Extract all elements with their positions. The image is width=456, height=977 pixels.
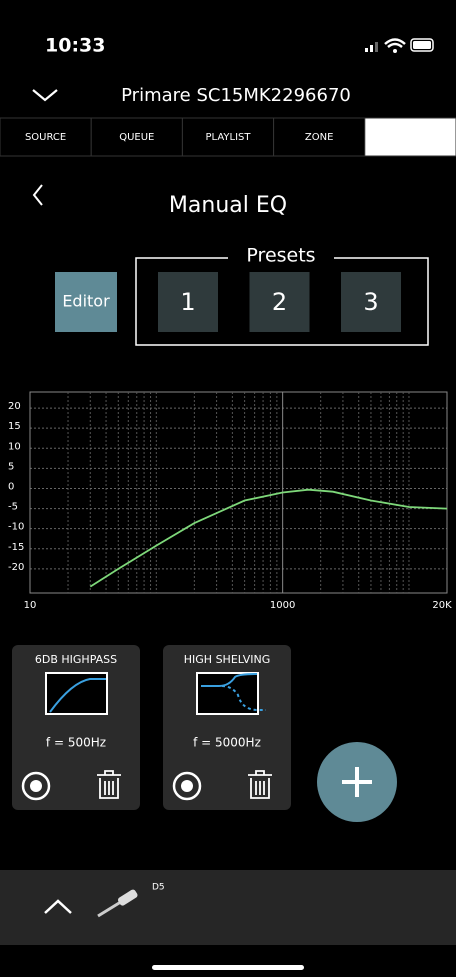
y-tick-label: 0	[8, 481, 14, 492]
y-tick-label: 20	[8, 401, 21, 412]
plot-area	[29, 391, 448, 594]
filter-cards: 6DB HIGHPASS f = 500Hz HIGH SHELVING f = 50…	[12, 645, 291, 810]
filter-frequency: f = 500Hz	[46, 736, 106, 750]
device-icon	[97, 889, 138, 918]
x-tick-label: 20K	[432, 600, 452, 611]
y-tick-label: -15	[8, 542, 24, 553]
y-tick-label: 5	[8, 461, 14, 472]
editor-button[interactable]	[55, 272, 117, 332]
tab-label: ZONE	[305, 132, 334, 143]
collapse-button[interactable]	[32, 89, 58, 102]
tab-label: PLAYLIST	[206, 132, 252, 143]
tab[interactable]	[181, 117, 275, 157]
editor-label: Editor	[62, 292, 110, 311]
filter-name: HIGH SHELVING	[184, 653, 270, 666]
y-tick-label: 15	[8, 421, 21, 432]
expand-button[interactable]	[44, 899, 72, 914]
tab[interactable]	[273, 117, 366, 157]
filter-shape-dashed	[221, 685, 266, 711]
enable-toggle[interactable]	[21, 771, 51, 801]
device-name: Primare SC15MK2296670	[121, 85, 351, 106]
presets-frame	[135, 257, 429, 346]
plus-icon	[342, 767, 372, 797]
page-title: Manual EQ	[169, 193, 287, 218]
y-tick-label: -10	[8, 522, 24, 533]
preset-number: 1	[180, 288, 195, 316]
tab-label: SOURCE	[25, 132, 66, 143]
tab-label: SETTINGS	[386, 132, 435, 143]
eq-chart: 20 15 10 5 0 -5 -10 -15 -20 10 1000 20K	[8, 391, 452, 611]
tab-label: QUEUE	[119, 132, 154, 143]
filter-icon	[47, 674, 106, 713]
y-tick-label: 10	[8, 441, 21, 452]
eq-curve	[89, 488, 448, 588]
enable-dot	[30, 780, 42, 792]
filter-frequency: f = 5000Hz	[193, 736, 261, 750]
x-tick-label: 10	[24, 600, 37, 611]
x-tick-label: 1000	[270, 600, 295, 611]
filter-name: 6DB HIGHPASS	[35, 653, 117, 666]
enable-toggle[interactable]	[172, 771, 202, 801]
preset-button[interactable]	[249, 272, 310, 332]
clock: 10:33	[45, 35, 105, 57]
presets-label: Presets	[246, 245, 315, 267]
preset-number: 3	[363, 288, 378, 316]
status-icons	[365, 38, 434, 53]
filter-icon	[198, 674, 257, 713]
footer-device: D5	[152, 883, 165, 893]
back-button[interactable]	[32, 184, 43, 206]
y-tick-label: -5	[8, 502, 18, 513]
tab[interactable]	[364, 117, 456, 157]
filter-shape	[49, 678, 106, 713]
delete-button[interactable]	[97, 770, 121, 799]
preset-buttons: 1 2 3	[158, 272, 401, 332]
tab[interactable]	[0, 117, 92, 157]
preset-button[interactable]	[341, 272, 401, 332]
bottom-bar	[0, 870, 456, 945]
y-tick-label: -20	[8, 562, 24, 573]
tab-bar: SOURCE QUEUE PLAYLIST ZONE SETTINGS	[0, 117, 456, 157]
preset-number: 2	[272, 288, 287, 316]
delete-button[interactable]	[248, 770, 272, 799]
enable-dot	[181, 780, 193, 792]
home-indicator	[152, 965, 304, 970]
preset-button[interactable]	[158, 272, 218, 332]
